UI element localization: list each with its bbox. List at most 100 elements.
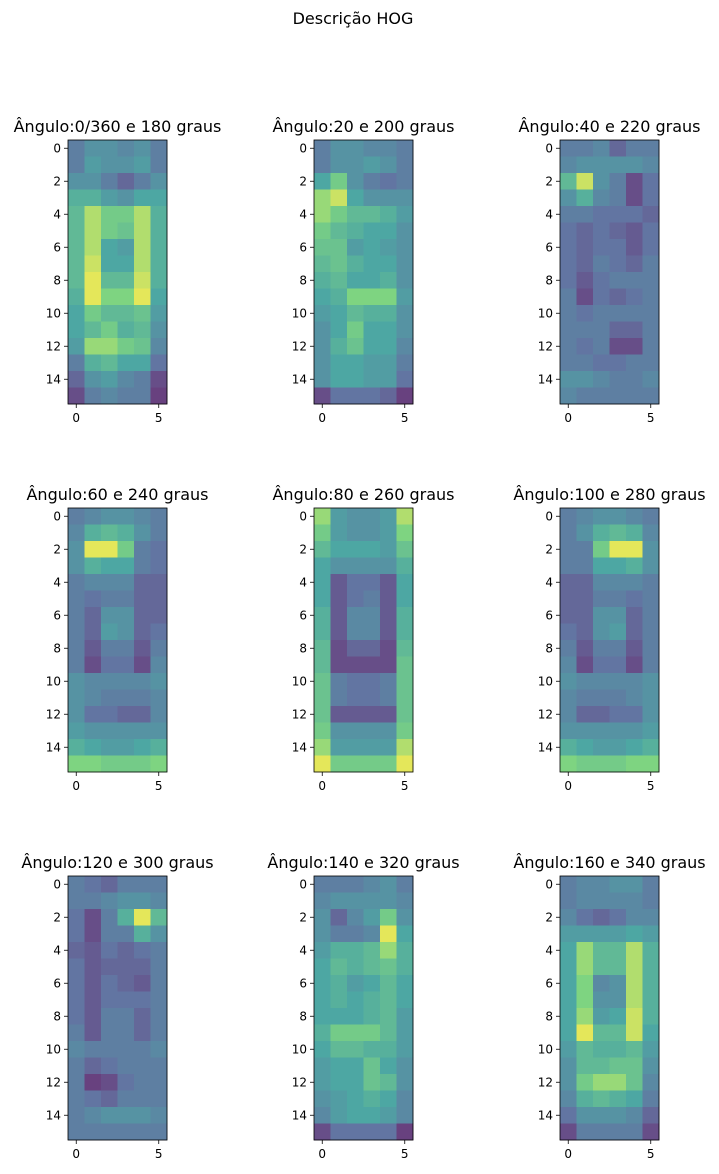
heatmap-cell xyxy=(84,387,102,405)
heatmap-cell xyxy=(101,1008,118,1025)
heatmap-cell xyxy=(576,387,594,405)
heatmap-cell xyxy=(609,656,627,674)
heatmap-cell xyxy=(380,1057,397,1075)
heatmap-cell xyxy=(84,305,102,322)
heatmap-cell xyxy=(150,706,168,723)
heatmap-cell xyxy=(396,222,414,240)
heatmap-cell xyxy=(68,255,85,273)
heatmap-cell xyxy=(101,623,118,641)
heatmap-cell xyxy=(117,607,135,624)
heatmap-cell xyxy=(396,272,414,289)
heatmap-panel-2: Ângulo:20 e 200 graus 0 2 4 6 8 10 12 14 0 5 xyxy=(272,117,454,425)
heatmap-cell xyxy=(117,590,135,608)
heatmap-cell xyxy=(609,673,627,690)
heatmap-cell xyxy=(626,305,643,322)
heatmap-cell xyxy=(150,689,168,707)
heatmap-cell xyxy=(560,387,577,405)
x-tick-label: 0 xyxy=(72,411,80,425)
heatmap-cell xyxy=(314,272,331,289)
heatmap-cell xyxy=(330,239,348,256)
heatmap-cell xyxy=(84,1024,102,1042)
panel-title: Ângulo:160 e 340 graus xyxy=(513,853,705,872)
heatmap-cell xyxy=(117,222,135,240)
heatmap-cell xyxy=(576,239,594,256)
heatmap-cell xyxy=(396,321,414,339)
heatmap-cell xyxy=(330,1008,348,1025)
heatmap-cell xyxy=(380,255,397,273)
heatmap-panel-3: Ângulo:40 e 220 graus 0 2 4 6 8 10 12 14 0 5 xyxy=(518,117,700,425)
heatmap-cell xyxy=(330,640,348,657)
heatmap-cell xyxy=(134,942,151,959)
y-tick-label: 10 xyxy=(538,1042,553,1056)
heatmap-cell xyxy=(642,876,660,893)
heatmap-cell xyxy=(117,321,135,339)
heatmap-cell xyxy=(101,1123,118,1141)
heatmap-cell xyxy=(347,321,364,339)
heatmap-cell xyxy=(84,607,102,624)
heatmap-cell xyxy=(134,876,151,893)
heatmap-cell xyxy=(380,892,397,910)
heatmap-cell xyxy=(576,1024,594,1042)
heatmap-cell xyxy=(380,508,397,525)
heatmap-cell xyxy=(150,1041,168,1058)
heatmap-cell xyxy=(68,272,85,289)
heatmap-cell xyxy=(347,222,364,240)
heatmap-cell xyxy=(68,607,85,624)
heatmap-cell xyxy=(117,1057,135,1075)
heatmap-cell xyxy=(314,590,331,608)
heatmap-cell xyxy=(380,590,397,608)
heatmap-cell xyxy=(101,755,118,773)
heatmap-cell xyxy=(363,755,381,773)
heatmap-cell xyxy=(560,272,577,289)
heatmap-cell xyxy=(314,206,331,223)
heatmap-cell xyxy=(68,541,85,558)
heatmap-cell xyxy=(150,640,168,657)
heatmap-cell xyxy=(363,909,381,926)
heatmap-cell xyxy=(101,607,118,624)
heatmap-cell xyxy=(347,338,364,355)
heatmap-cell xyxy=(117,387,135,405)
heatmap-cell xyxy=(347,574,364,591)
heatmap-cell xyxy=(68,173,85,190)
heatmap-cell xyxy=(380,354,397,372)
heatmap-cell xyxy=(101,321,118,339)
heatmap-cell xyxy=(84,173,102,190)
heatmap-cell xyxy=(150,288,168,306)
heatmap-cell xyxy=(576,140,594,157)
heatmap-cell xyxy=(101,1107,118,1124)
x-tick-label: 0 xyxy=(564,411,572,425)
heatmap-cell xyxy=(134,272,151,289)
heatmap-cell xyxy=(380,706,397,723)
heatmap-cell xyxy=(593,876,610,893)
heatmap-cell xyxy=(101,140,118,157)
heatmap-cell xyxy=(314,739,331,756)
heatmap-cell xyxy=(380,288,397,306)
heatmap-cell xyxy=(626,1057,643,1075)
heatmap-cell xyxy=(576,892,594,910)
heatmap-cell xyxy=(642,1057,660,1075)
heatmap-cell xyxy=(330,371,348,388)
heatmap-cell xyxy=(101,991,118,1009)
heatmap-cell xyxy=(642,722,660,740)
heatmap-cell xyxy=(150,173,168,190)
heatmap-cell xyxy=(560,607,577,624)
heatmap-cell xyxy=(134,1041,151,1058)
heatmap-cell xyxy=(134,387,151,405)
heatmap-cell xyxy=(626,925,643,943)
heatmap-cell xyxy=(593,288,610,306)
heatmap-cell xyxy=(101,876,118,893)
y-tick-label: 2 xyxy=(53,542,61,556)
heatmap-cell xyxy=(330,321,348,339)
heatmap-cell xyxy=(134,975,151,992)
heatmap-cell xyxy=(626,1090,643,1108)
heatmap-cell xyxy=(330,689,348,707)
heatmap-cell xyxy=(560,1090,577,1108)
heatmap-cell xyxy=(330,1107,348,1124)
heatmap-cell xyxy=(68,623,85,641)
heatmap-cell xyxy=(330,524,348,542)
heatmap-cell xyxy=(642,557,660,575)
heatmap-cell xyxy=(396,1057,414,1075)
heatmap-cell xyxy=(560,1107,577,1124)
panel-title: Ângulo:40 e 220 graus xyxy=(518,117,700,136)
heatmap-cell xyxy=(314,876,331,893)
